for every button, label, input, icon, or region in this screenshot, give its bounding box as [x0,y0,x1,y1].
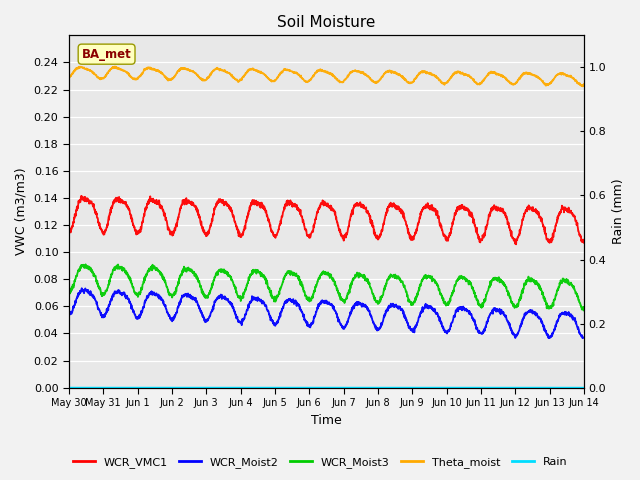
Title: Soil Moisture: Soil Moisture [277,15,376,30]
Y-axis label: VWC (m3/m3): VWC (m3/m3) [15,168,28,255]
Y-axis label: Rain (mm): Rain (mm) [612,179,625,244]
Legend: WCR_VMC1, WCR_Moist2, WCR_Moist3, Theta_moist, Rain: WCR_VMC1, WCR_Moist2, WCR_Moist3, Theta_… [68,452,572,472]
Text: BA_met: BA_met [82,48,131,60]
X-axis label: Time: Time [311,414,342,427]
